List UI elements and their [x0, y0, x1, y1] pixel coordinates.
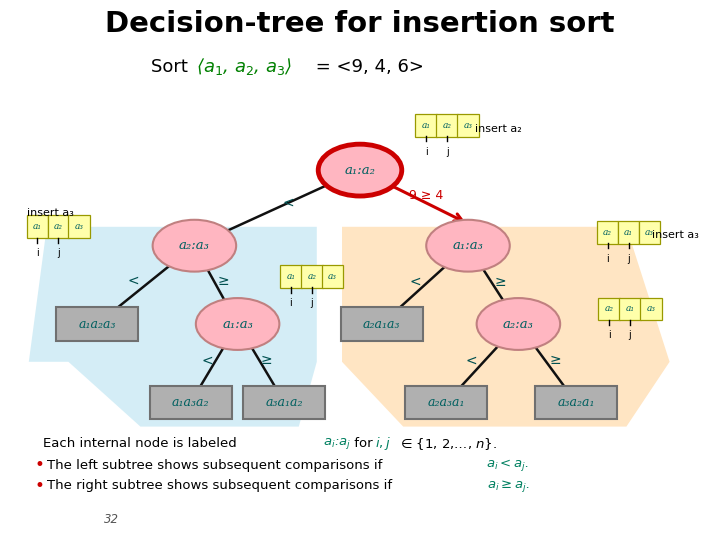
- Text: i: i: [36, 248, 39, 259]
- FancyBboxPatch shape: [597, 221, 618, 244]
- Text: ≥: ≥: [217, 274, 229, 288]
- FancyBboxPatch shape: [48, 215, 69, 238]
- FancyBboxPatch shape: [56, 307, 138, 341]
- Text: Sort: Sort: [151, 58, 194, 76]
- Text: = <9, 4, 6>: = <9, 4, 6>: [310, 58, 423, 76]
- Text: <: <: [282, 195, 294, 210]
- Text: a₂: a₂: [443, 121, 451, 130]
- Text: a₃: a₃: [328, 272, 337, 281]
- Text: $a_i$:$a_j$: $a_i$:$a_j$: [323, 436, 351, 451]
- Text: •: •: [35, 477, 45, 495]
- Text: a₂:a₃: a₂:a₃: [503, 318, 534, 330]
- Text: a₁: a₁: [624, 228, 633, 237]
- Text: •: •: [35, 456, 45, 475]
- Text: a₃a₂a₁: a₃a₂a₁: [557, 396, 595, 409]
- Text: for: for: [350, 437, 377, 450]
- FancyBboxPatch shape: [341, 307, 423, 341]
- Text: The right subtree shows subsequent comparisons if: The right subtree shows subsequent compa…: [47, 480, 396, 492]
- Text: $a_i < a_j$.: $a_i < a_j$.: [486, 457, 528, 474]
- Text: $a_i \geq a_j$.: $a_i \geq a_j$.: [487, 478, 529, 494]
- Text: j: j: [446, 147, 449, 157]
- Text: i: i: [606, 254, 609, 264]
- Text: j: j: [57, 248, 60, 259]
- Text: a₃: a₃: [75, 222, 84, 231]
- FancyBboxPatch shape: [405, 386, 487, 419]
- Text: insert a₂: insert a₂: [475, 124, 522, 133]
- Text: a₂a₁a₃: a₂a₁a₃: [363, 318, 400, 330]
- Text: i: i: [289, 298, 292, 308]
- FancyBboxPatch shape: [436, 114, 458, 137]
- FancyBboxPatch shape: [640, 298, 662, 320]
- FancyBboxPatch shape: [322, 265, 343, 288]
- Ellipse shape: [153, 220, 236, 272]
- Text: a₁: a₁: [626, 305, 634, 313]
- Text: a₃: a₃: [647, 305, 655, 313]
- FancyBboxPatch shape: [150, 386, 232, 419]
- Text: a₂a₃a₁: a₂a₃a₁: [428, 396, 465, 409]
- Ellipse shape: [196, 298, 279, 350]
- Text: a₁:a₃: a₁:a₃: [222, 318, 253, 330]
- Text: a₂: a₂: [603, 228, 612, 237]
- Polygon shape: [342, 227, 670, 427]
- Text: 32: 32: [104, 513, 119, 526]
- Text: a₃: a₃: [645, 228, 654, 237]
- FancyBboxPatch shape: [280, 265, 302, 288]
- Text: <: <: [127, 274, 139, 288]
- Text: a₂: a₂: [605, 305, 613, 313]
- Text: j: j: [627, 254, 630, 264]
- Text: <: <: [202, 353, 213, 367]
- Text: a₂:a₃: a₂:a₃: [179, 239, 210, 252]
- FancyBboxPatch shape: [598, 298, 620, 320]
- Text: j: j: [310, 298, 313, 308]
- FancyBboxPatch shape: [415, 114, 437, 137]
- FancyBboxPatch shape: [639, 221, 660, 244]
- Text: a₁:a₃: a₁:a₃: [452, 239, 484, 252]
- Text: a₃: a₃: [464, 121, 472, 130]
- Text: a₁:a₂: a₁:a₂: [344, 164, 376, 177]
- Text: i: i: [608, 330, 611, 341]
- FancyBboxPatch shape: [301, 265, 323, 288]
- Text: a₂: a₂: [307, 272, 316, 281]
- Text: ≥: ≥: [495, 275, 506, 289]
- Text: ∈ {1, 2,…, $n$}.: ∈ {1, 2,…, $n$}.: [396, 436, 497, 452]
- Ellipse shape: [477, 298, 560, 350]
- Text: $i, j$: $i, j$: [375, 435, 391, 453]
- Text: 9 ≥ 4: 9 ≥ 4: [409, 189, 444, 202]
- Text: <: <: [410, 275, 421, 289]
- Text: Each internal node is labeled: Each internal node is labeled: [43, 437, 241, 450]
- FancyBboxPatch shape: [619, 298, 641, 320]
- Text: ≥: ≥: [261, 353, 272, 367]
- Text: a₁a₃a₂: a₁a₃a₂: [172, 396, 210, 409]
- Text: The left subtree shows subsequent comparisons if: The left subtree shows subsequent compar…: [47, 459, 387, 472]
- Text: i: i: [425, 147, 428, 157]
- Text: insert a₃: insert a₃: [652, 230, 698, 240]
- Text: a₁: a₁: [422, 121, 431, 130]
- Text: <: <: [466, 353, 477, 367]
- Text: Decision-tree for insertion sort: Decision-tree for insertion sort: [105, 10, 615, 38]
- Ellipse shape: [426, 220, 510, 272]
- FancyBboxPatch shape: [535, 386, 617, 419]
- Text: ≥: ≥: [550, 353, 562, 367]
- Text: a₂: a₂: [54, 222, 63, 231]
- FancyBboxPatch shape: [68, 215, 90, 238]
- Text: a₁: a₁: [33, 222, 42, 231]
- Text: a₁a₂a₃: a₁a₂a₃: [78, 318, 116, 330]
- FancyBboxPatch shape: [243, 386, 325, 419]
- Text: j: j: [629, 330, 631, 341]
- FancyBboxPatch shape: [457, 114, 479, 137]
- Text: ⟨$a_1$, $a_2$, $a_3$⟩: ⟨$a_1$, $a_2$, $a_3$⟩: [196, 57, 292, 77]
- FancyBboxPatch shape: [27, 215, 48, 238]
- Ellipse shape: [318, 144, 402, 196]
- Text: a₃a₁a₂: a₃a₁a₂: [266, 396, 303, 409]
- Text: insert a₃: insert a₃: [27, 208, 74, 218]
- Polygon shape: [29, 227, 317, 427]
- Text: a₁: a₁: [287, 272, 295, 281]
- FancyBboxPatch shape: [618, 221, 639, 244]
